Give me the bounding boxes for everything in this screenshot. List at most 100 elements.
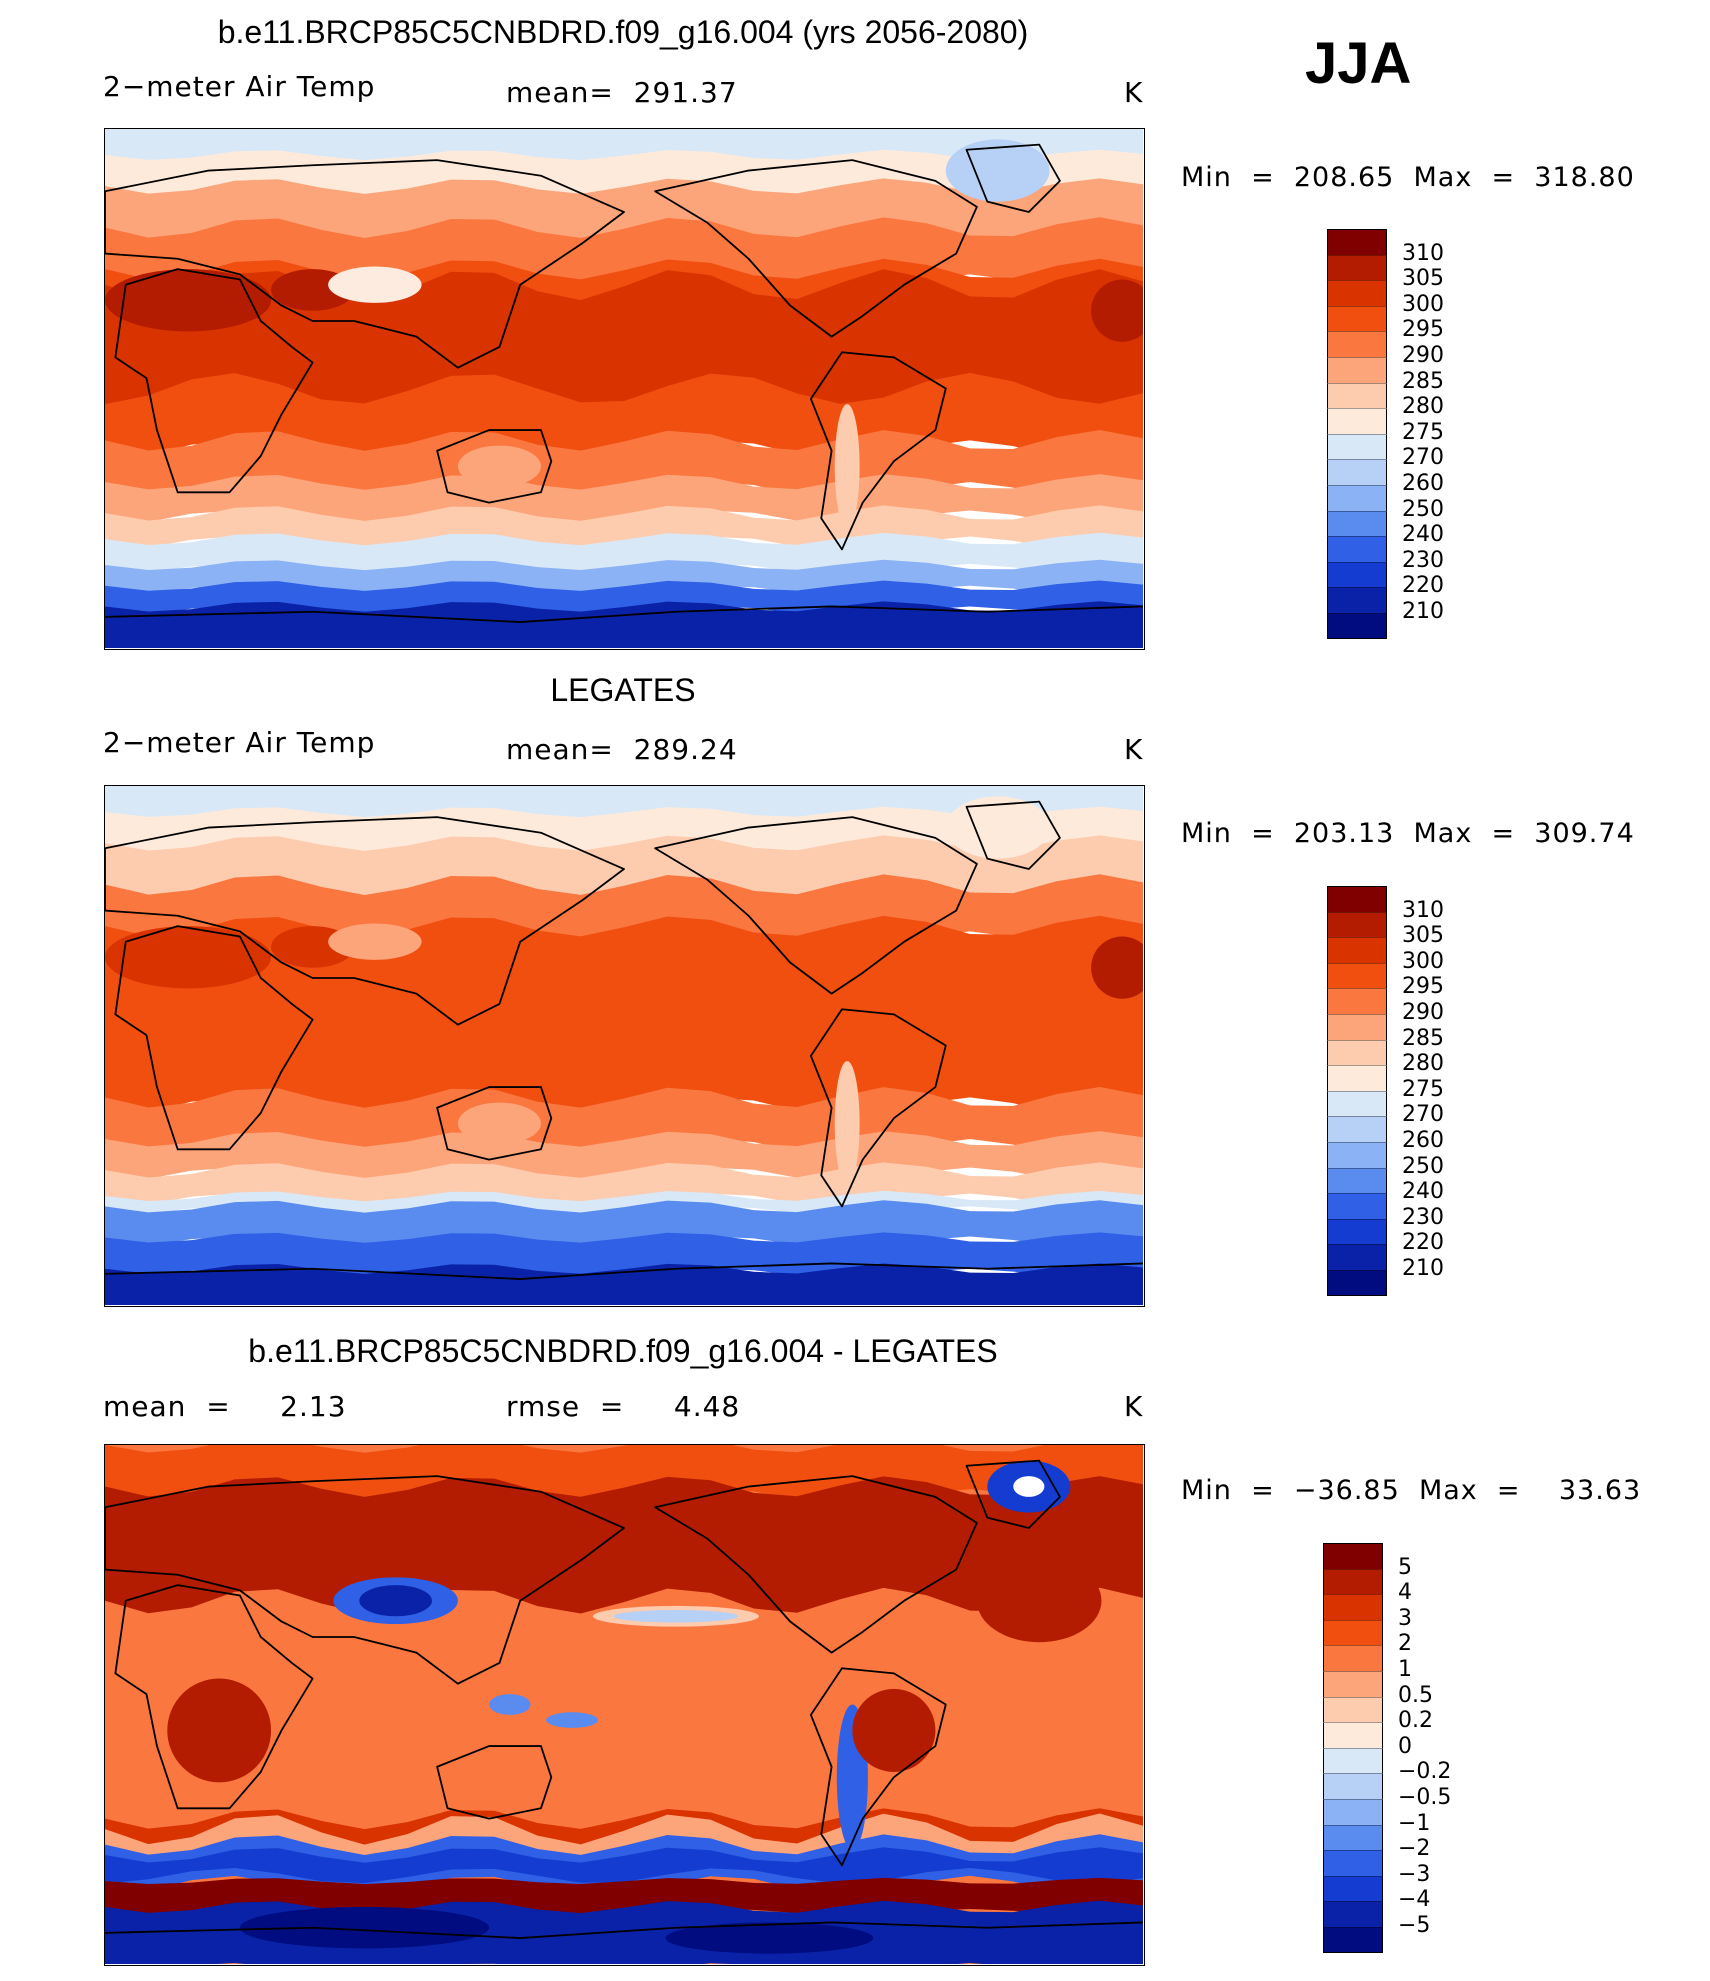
colorbar-tick-label: 1 xyxy=(1398,1657,1412,1682)
colorbar-box xyxy=(1327,510,1387,537)
minmax-diff: Min = −36.85 Max = 33.63 xyxy=(1181,1475,1642,1506)
colorbar-box xyxy=(1323,1594,1383,1621)
colorbar-tick-label: 275 xyxy=(1402,1076,1444,1102)
tropical-warm-band xyxy=(105,269,1143,405)
colorbar-box xyxy=(1327,587,1387,614)
colorbar-box xyxy=(1327,1193,1387,1220)
coastline-australia xyxy=(436,429,553,504)
colorbar-box xyxy=(1327,613,1387,640)
map-obs xyxy=(104,785,1145,1307)
colorbar-tick-label: 250 xyxy=(1402,496,1444,522)
minmax-model: Min = 208.65 Max = 318.80 xyxy=(1181,162,1635,193)
colorbar-box xyxy=(1323,1901,1383,1928)
colorbar-box xyxy=(1327,280,1387,307)
colorbar-box xyxy=(1323,1696,1383,1723)
coastline-eurasia xyxy=(105,159,625,369)
colorbar-tick-label: 280 xyxy=(1402,394,1444,420)
panel-units-diff: K xyxy=(1124,1390,1144,1423)
panel-title-obs: LEGATES xyxy=(550,672,696,708)
colorbar-tick-label: 0.5 xyxy=(1398,1682,1433,1708)
colorbar-box xyxy=(1327,459,1387,486)
colorbar-box xyxy=(1327,911,1387,938)
colorbar-tick-label: 0.2 xyxy=(1398,1708,1433,1734)
contour-region xyxy=(1091,936,1143,999)
colorbar-tick-label: 275 xyxy=(1402,419,1444,445)
colorbar-box xyxy=(1327,485,1387,512)
colorbar-box xyxy=(1327,937,1387,964)
colorbar-tick-label: 295 xyxy=(1402,317,1444,343)
coastline-samerica xyxy=(809,1008,947,1208)
pacific-cool-streak xyxy=(613,1610,739,1623)
coastline-samerica xyxy=(809,351,947,551)
colorbar-box xyxy=(1327,561,1387,588)
antarctica-band xyxy=(105,601,1143,648)
colorbar-tick-label: 240 xyxy=(1402,522,1444,548)
colorbar-box xyxy=(1323,1850,1383,1877)
colorbar-box xyxy=(1327,357,1387,384)
sahara-hot-region xyxy=(105,926,272,989)
map-diff xyxy=(104,1444,1145,1966)
colorbar-tick-label: 300 xyxy=(1402,948,1444,974)
colorbar-tick-label: −0.2 xyxy=(1398,1759,1452,1785)
colorbar-box xyxy=(1323,1568,1383,1595)
colorbar-tick-label: 230 xyxy=(1402,1204,1444,1230)
coastline-greenland xyxy=(965,1459,1061,1529)
coastline-antarctica xyxy=(105,605,1143,623)
coastline-eurasia xyxy=(105,1475,625,1685)
coastline-namerica xyxy=(654,816,978,995)
colorbar-box xyxy=(1323,1875,1383,1902)
colorbar-tick-label: 4 xyxy=(1398,1580,1412,1606)
greenland-region xyxy=(945,796,1050,859)
sahara-hot-region xyxy=(105,269,272,332)
colorbar-box xyxy=(1327,382,1387,409)
andes-region xyxy=(834,404,860,529)
colorbar-box xyxy=(1323,1773,1383,1800)
coastline-australia xyxy=(436,1086,553,1161)
colorbar-box xyxy=(1327,254,1387,281)
colorbar-tick-label: 210 xyxy=(1402,599,1444,624)
colorbar-tick-label: 220 xyxy=(1402,1230,1444,1256)
contour-region xyxy=(489,1694,531,1715)
coastline-greenland xyxy=(965,800,1061,870)
coastline-africa xyxy=(114,925,314,1151)
colorbar-box xyxy=(1327,1218,1387,1245)
panel-mean-model: mean= 291.37 xyxy=(506,76,738,109)
season-label: JJA xyxy=(1305,31,1412,96)
panel-title-diff: b.e11.BRCP85C5CNBDRD.f09_g16.004 - LEGAT… xyxy=(248,1333,998,1369)
colorbar-tick-label: 220 xyxy=(1402,573,1444,599)
colorbar-tick-label: 290 xyxy=(1402,343,1444,368)
panel-left-text-obs: 2−meter Air Temp xyxy=(103,726,376,759)
colorbar-tick-label: 305 xyxy=(1402,923,1444,949)
colorbar-box xyxy=(1323,1747,1383,1774)
colorbar-tick-label: 2 xyxy=(1398,1631,1412,1657)
coastline-africa xyxy=(114,1584,314,1810)
coastline-samerica xyxy=(809,1667,947,1867)
coastline-eurasia xyxy=(105,816,625,1026)
tropical-warm-band xyxy=(105,926,1143,1062)
colorbar-box xyxy=(1327,1014,1387,1041)
map-field-diff xyxy=(105,1445,1143,1964)
coastline-namerica xyxy=(654,159,978,338)
colorbar-box xyxy=(1327,1039,1387,1066)
colorbar-tick-label: 280 xyxy=(1402,1051,1444,1077)
colorbar-tick-label: 250 xyxy=(1402,1153,1444,1179)
colorbar-box xyxy=(1327,331,1387,358)
colorbar-box xyxy=(1327,988,1387,1015)
colorbar-box xyxy=(1323,1927,1383,1954)
colorbar-box xyxy=(1327,1167,1387,1194)
colorbar-box xyxy=(1327,1065,1387,1092)
colorbar-box xyxy=(1327,962,1387,989)
minmax-obs: Min = 203.13 Max = 309.74 xyxy=(1181,818,1635,849)
colorbar-tick-label: 270 xyxy=(1402,445,1444,471)
coastline-antarctica xyxy=(105,1262,1143,1280)
colorbar-tick-label: 0 xyxy=(1398,1733,1412,1759)
map-field-model xyxy=(105,129,1143,648)
greenland-region xyxy=(945,139,1050,202)
colorbar-tick-label: 285 xyxy=(1402,368,1444,394)
colorbar-tick-label: −3 xyxy=(1398,1861,1431,1887)
colorbar-box xyxy=(1327,1090,1387,1117)
colorbar-tick-label: 260 xyxy=(1402,471,1444,496)
colorbar-box xyxy=(1323,1722,1383,1749)
colorbar-box xyxy=(1323,1645,1383,1672)
colorbar-tick-label: 300 xyxy=(1402,291,1444,317)
